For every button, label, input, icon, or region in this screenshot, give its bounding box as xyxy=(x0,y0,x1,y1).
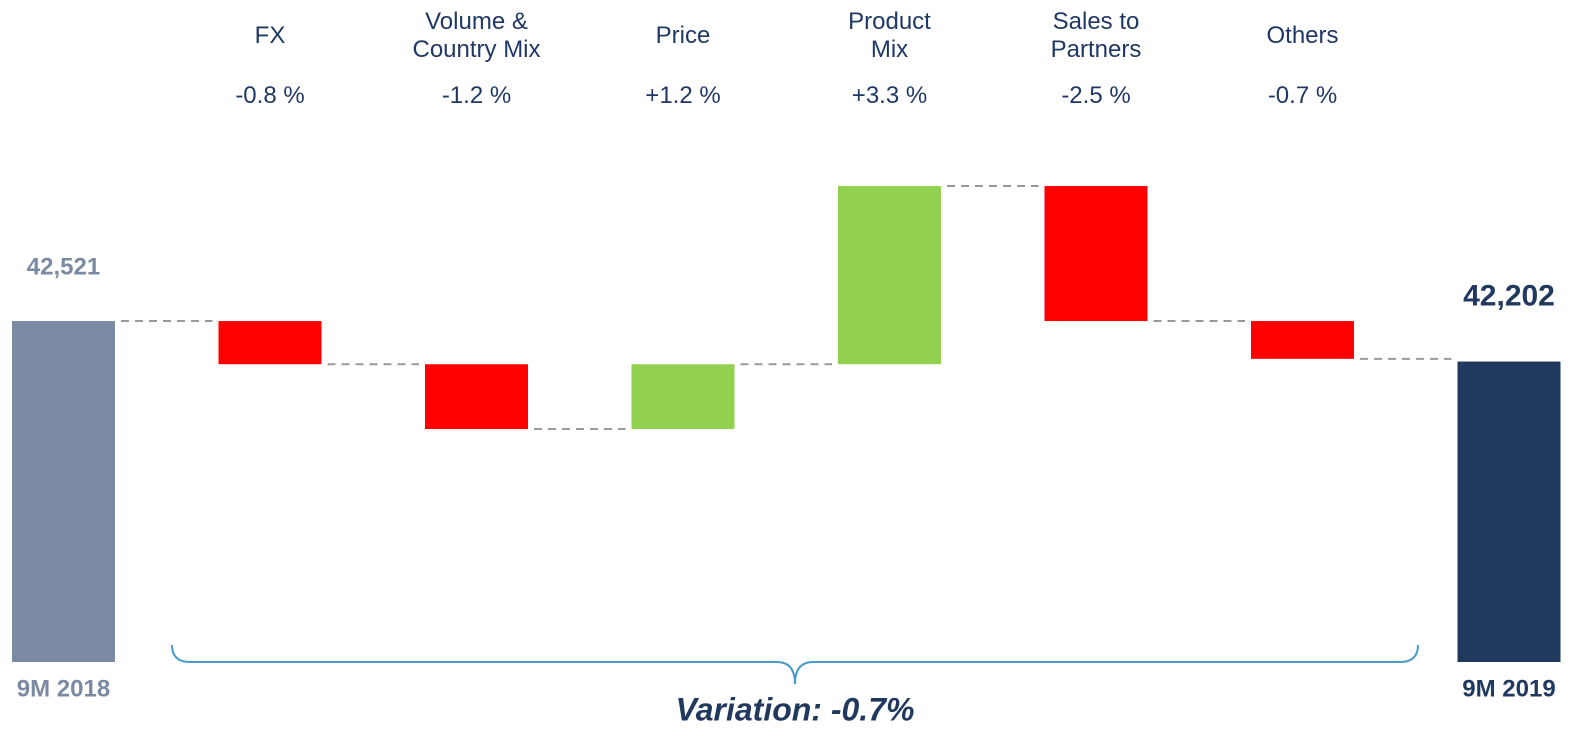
start-label: 9M 2018 xyxy=(17,675,110,702)
value-label: -0.7 % xyxy=(1267,82,1338,109)
end-value-label: 42,202 xyxy=(1463,279,1555,312)
category-label: Sales to Partners xyxy=(1050,8,1142,63)
category-label: Volume & Country Mix xyxy=(412,8,541,63)
step-bar xyxy=(838,186,941,365)
step-bar xyxy=(218,321,322,365)
end-bar xyxy=(1457,361,1561,662)
value-label: -0.8 % xyxy=(235,82,305,109)
annotation: Variation: -0.7% xyxy=(676,691,915,727)
end-label: 9M 2019 xyxy=(1462,675,1555,702)
start-bar xyxy=(12,321,115,662)
category-label: Product Mix xyxy=(848,8,931,63)
step-bar xyxy=(1251,321,1354,359)
value-label: +3.3 % xyxy=(851,82,928,109)
value-label: -1.2 % xyxy=(441,82,512,109)
start-value-label: 42,521 xyxy=(27,253,100,280)
step-bar xyxy=(425,364,528,430)
step-bar xyxy=(1044,186,1148,322)
brace xyxy=(171,644,1419,685)
category-label: Others xyxy=(1266,22,1339,49)
category-label: FX xyxy=(254,22,286,49)
value-label: +1.2 % xyxy=(645,82,721,109)
category-label: Price xyxy=(655,22,711,49)
value-label: -2.5 % xyxy=(1061,82,1131,109)
step-bar xyxy=(631,364,735,430)
